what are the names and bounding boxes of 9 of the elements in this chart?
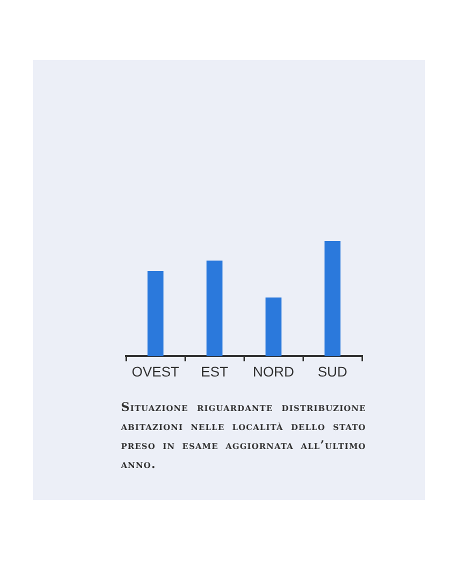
x-tick-label: NORD (252, 363, 294, 380)
text: Situazione riguardante distribuzione abitazioni nelle località dello stato preso in esame aggiornata all’ultimo anno. (121, 399, 366, 473)
bar (266, 297, 282, 356)
x-tick-label: EST (200, 363, 229, 380)
bar (148, 270, 164, 356)
x-tick-label: SUD (318, 363, 348, 380)
bar (206, 260, 222, 356)
x-tick-label: OVEST (132, 363, 180, 380)
bar (324, 241, 340, 356)
